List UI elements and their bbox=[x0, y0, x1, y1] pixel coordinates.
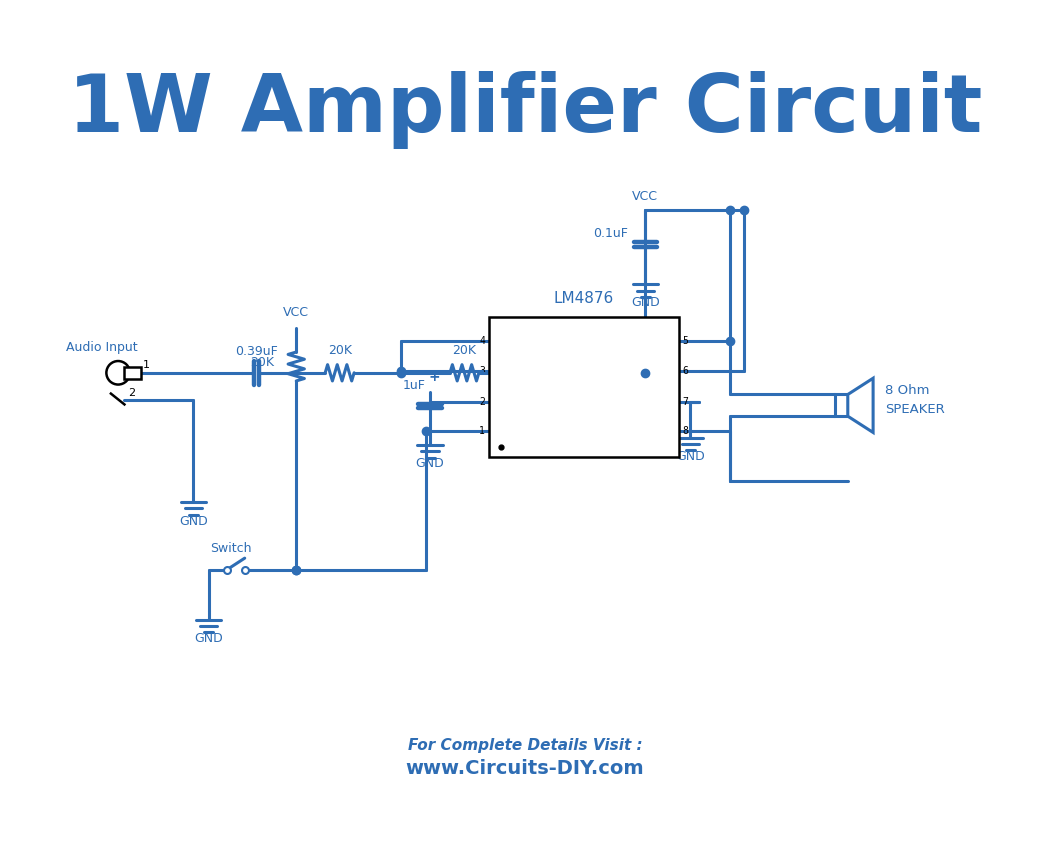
Text: 20K: 20K bbox=[453, 344, 477, 357]
Text: GND: GND bbox=[676, 451, 705, 463]
Text: VCC: VCC bbox=[632, 190, 658, 203]
Text: 0.1uF: 0.1uF bbox=[593, 227, 628, 240]
Bar bbox=[125, 367, 141, 379]
Text: -IN: -IN bbox=[496, 336, 513, 346]
Text: GND: GND bbox=[194, 632, 223, 646]
Text: BYPASS: BYPASS bbox=[496, 397, 532, 406]
Text: 6: 6 bbox=[682, 366, 688, 375]
Text: VCC: VCC bbox=[284, 305, 310, 319]
Text: GND: GND bbox=[178, 515, 208, 528]
Text: VDD: VDD bbox=[654, 366, 672, 375]
Bar bbox=[835, 394, 847, 416]
Text: 1: 1 bbox=[480, 426, 485, 436]
Text: 1: 1 bbox=[143, 360, 149, 370]
Text: 8: 8 bbox=[682, 426, 688, 436]
Text: SPEAKER: SPEAKER bbox=[885, 403, 945, 416]
Text: 8 Ohm: 8 Ohm bbox=[885, 384, 929, 397]
Text: Audio Input: Audio Input bbox=[66, 341, 138, 354]
Text: 20K: 20K bbox=[251, 357, 274, 369]
Text: For Complete Details Visit :: For Complete Details Visit : bbox=[407, 738, 643, 752]
Text: 1W Amplifier Circuit: 1W Amplifier Circuit bbox=[68, 71, 982, 149]
Text: V01: V01 bbox=[654, 336, 672, 346]
Text: www.Circuits-DIY.com: www.Circuits-DIY.com bbox=[405, 759, 645, 778]
Polygon shape bbox=[847, 378, 874, 433]
Text: 4: 4 bbox=[480, 336, 485, 346]
Text: 5: 5 bbox=[682, 336, 688, 346]
Text: +: + bbox=[428, 369, 440, 384]
Text: 0.39uF: 0.39uF bbox=[235, 345, 278, 357]
Text: 1uF: 1uF bbox=[402, 379, 425, 392]
Circle shape bbox=[106, 361, 130, 385]
Text: LM4876: LM4876 bbox=[553, 291, 614, 306]
Text: V02: V02 bbox=[654, 426, 672, 436]
Text: 2: 2 bbox=[480, 397, 485, 406]
Text: 7: 7 bbox=[682, 397, 688, 406]
Text: GND: GND bbox=[416, 457, 444, 469]
Text: GND: GND bbox=[654, 397, 672, 406]
Bar bbox=[489, 316, 678, 457]
Text: 20K: 20K bbox=[328, 344, 352, 357]
Text: +IN: +IN bbox=[496, 366, 513, 375]
Text: 3: 3 bbox=[480, 366, 485, 375]
Text: SHUTDOWN: SHUTDOWN bbox=[496, 426, 545, 436]
Text: 2: 2 bbox=[128, 388, 135, 398]
Text: Switch: Switch bbox=[210, 542, 252, 555]
Text: GND: GND bbox=[631, 296, 659, 309]
